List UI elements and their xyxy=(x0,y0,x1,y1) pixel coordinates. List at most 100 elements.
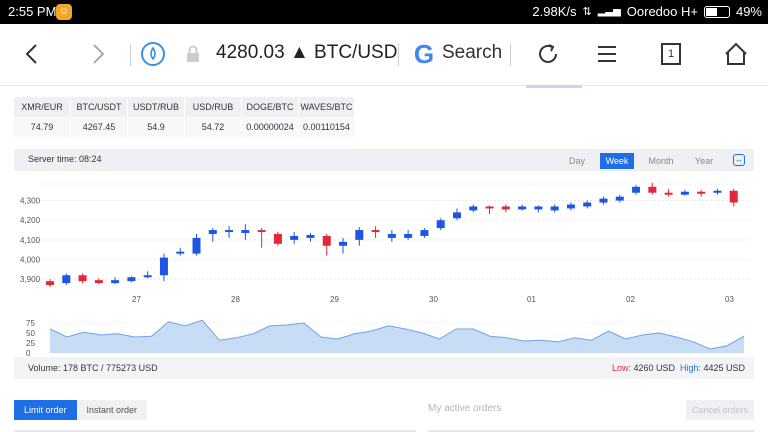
candle-body xyxy=(436,220,445,229)
x-tick-label: 27 xyxy=(132,295,141,304)
high-price: High: 4425 USD xyxy=(680,363,745,373)
candle-body xyxy=(501,206,510,210)
ticker-pair-label[interactable]: BTC/USDT xyxy=(71,97,128,117)
ticker-price: 4267.45 xyxy=(71,117,128,137)
candle-body xyxy=(452,212,461,219)
candle-body xyxy=(697,191,706,194)
candle-body xyxy=(62,275,71,284)
volume-text: Volume: 178 BTC / 775273 USD xyxy=(28,363,158,373)
candle-body xyxy=(127,277,136,282)
y-tick-label: 4,200 xyxy=(20,216,41,225)
candle-body xyxy=(632,186,641,193)
status-time: 2:55 PM xyxy=(8,4,57,19)
x-tick-label: 03 xyxy=(725,295,734,304)
carrier-name: Ooredoo H+ xyxy=(626,4,698,19)
google-g-icon: G xyxy=(413,38,435,69)
ticker-pair-label[interactable]: DOGE/BTC xyxy=(242,97,299,117)
candle-body xyxy=(599,198,608,203)
candle-body xyxy=(306,234,315,238)
candle-body xyxy=(518,206,527,210)
candle-body xyxy=(225,230,234,233)
reload-icon xyxy=(539,44,557,63)
candle-body xyxy=(550,206,559,211)
ticker-table: XMR/EUR BTC/USDT USDT/RUB USD/RUB DOGE/BTC WA… xyxy=(14,97,355,137)
high-label: High: xyxy=(680,363,702,373)
high-value: 4425 USD xyxy=(703,363,746,373)
back-button[interactable] xyxy=(18,34,46,74)
candle-body xyxy=(387,233,396,238)
period-week[interactable]: Week xyxy=(600,153,634,169)
candle-body xyxy=(143,275,152,278)
divider xyxy=(428,430,754,432)
volume-line xyxy=(49,319,745,350)
period-year[interactable]: Year xyxy=(694,156,714,166)
status-right: 2.98K/s ⇅ ▂▃▅ Ooredoo H+ 49% xyxy=(532,4,762,19)
home-icon xyxy=(725,42,747,65)
reload-button[interactable] xyxy=(534,34,562,74)
data-saver-button[interactable] xyxy=(139,34,167,74)
url-text[interactable]: 4280.03 ▲ BTC/USD xyxy=(216,42,398,63)
candle-body xyxy=(339,241,348,246)
candle-body xyxy=(208,230,217,234)
candle-body xyxy=(534,206,543,210)
data-arrows-icon: ⇅ xyxy=(582,6,592,18)
battery-level xyxy=(705,7,717,16)
chart-svg: 4,300 4,200 4,100 4,000 3,900 27 28 29 30 01 02 03 7… xyxy=(20,182,750,357)
candle-body xyxy=(290,235,299,240)
battery-percent: 49% xyxy=(735,4,762,19)
period-day[interactable]: Day xyxy=(568,156,585,166)
candle-body xyxy=(485,206,494,209)
candle-body xyxy=(257,230,266,233)
search-button[interactable]: Search xyxy=(442,42,503,63)
home-button[interactable] xyxy=(722,34,750,74)
forward-button[interactable] xyxy=(84,34,112,74)
volume-tick-label: 50 xyxy=(26,329,35,338)
candle-body xyxy=(404,233,413,238)
candle-body xyxy=(566,204,575,209)
menu-button[interactable] xyxy=(594,34,620,74)
server-time: Server time: 08:24 xyxy=(28,154,102,164)
candle-body xyxy=(46,281,54,286)
tabs-button[interactable]: 1 xyxy=(661,43,681,65)
cancel-orders-button[interactable]: Cancel orders xyxy=(686,400,754,420)
ticker-price: 74.79 xyxy=(14,117,71,137)
candle-body xyxy=(192,237,201,254)
y-tick-label: 4,300 xyxy=(20,197,41,206)
ticker-value-row: 74.79 4267.45 54.9 54.72 0.00000024 0.0011015… xyxy=(14,117,355,137)
scroll-indicator xyxy=(526,85,582,88)
volume-tick-label: 75 xyxy=(26,319,35,328)
app-notification-icon: ☺ xyxy=(56,4,72,20)
lock-button[interactable] xyxy=(183,34,203,74)
divider xyxy=(130,44,131,66)
battery-icon xyxy=(703,5,730,18)
period-month[interactable]: Month xyxy=(648,156,674,166)
tab-instant-order[interactable]: Instant order xyxy=(76,400,148,420)
google-logo: G xyxy=(410,34,438,74)
my-active-orders-label: My active orders xyxy=(428,403,502,414)
ticker-pair-label[interactable]: USD/RUB xyxy=(185,97,242,117)
network-speed: 2.98K/s xyxy=(532,4,577,19)
x-tick-label: 01 xyxy=(527,295,536,304)
x-tick-label: 30 xyxy=(429,295,438,304)
ticker-pair-label[interactable]: USDT/RUB xyxy=(128,97,185,117)
expand-chart-icon[interactable]: ↔ xyxy=(733,154,745,166)
ticker-pair-label[interactable]: XMR/EUR xyxy=(14,97,71,117)
price-chart[interactable]: 4,300 4,200 4,100 4,000 3,900 27 28 29 30 01 02 03 7… xyxy=(14,171,754,357)
y-tick-label: 4,000 xyxy=(20,256,41,265)
y-tick-label: 4,100 xyxy=(20,236,41,245)
x-tick-label: 02 xyxy=(626,295,635,304)
low-price: Low: 4260 USD xyxy=(612,363,675,373)
chevron-right-icon xyxy=(93,44,105,64)
volume-tick-label: 25 xyxy=(26,339,35,348)
candle-body xyxy=(111,280,120,284)
candle-body xyxy=(648,186,657,193)
ticker-pair-label[interactable]: WAVES/BTC xyxy=(299,97,355,117)
tab-limit-order[interactable]: Limit order xyxy=(14,400,77,420)
browser-toolbar: 4280.03 ▲ BTC/USD G Search 1 xyxy=(0,24,768,86)
divider xyxy=(510,44,511,66)
volume-bar: Volume: 178 BTC / 775273 USD Low: 4260 U… xyxy=(14,357,754,379)
candle-body xyxy=(94,280,103,284)
candle-body xyxy=(469,206,478,211)
ticker-price: 54.9 xyxy=(128,117,185,137)
